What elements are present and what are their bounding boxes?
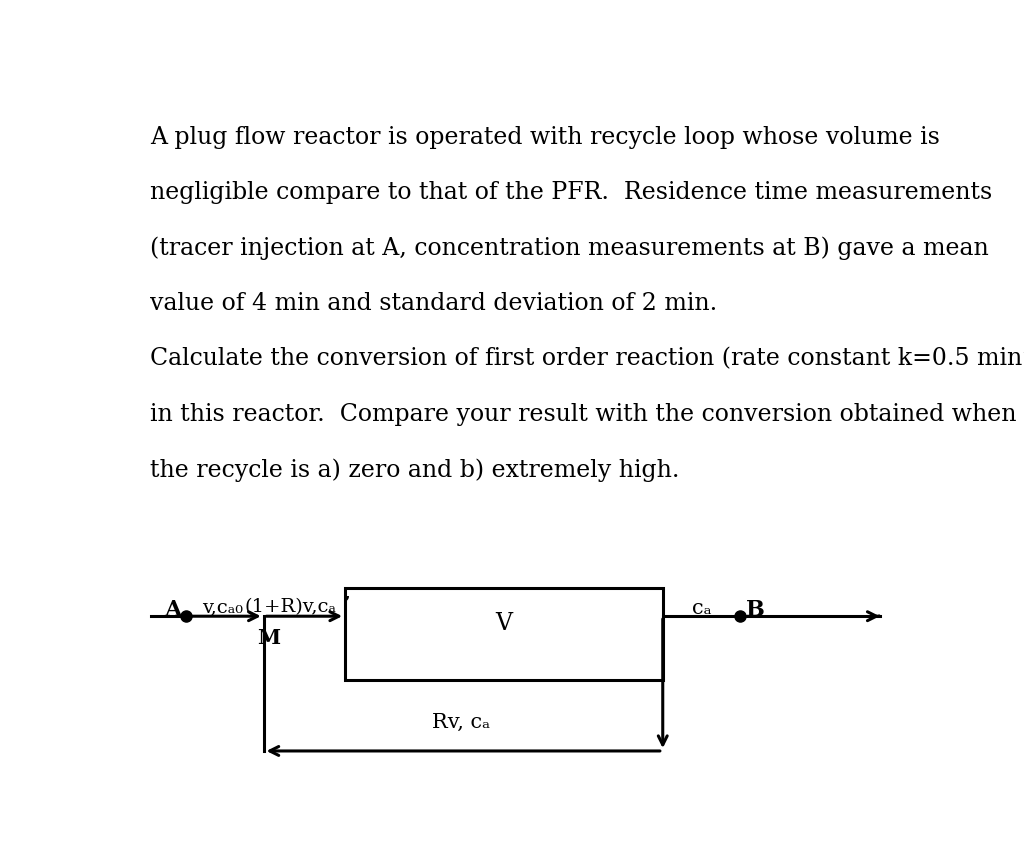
Text: cₐ: cₐ bbox=[691, 599, 712, 617]
Text: V: V bbox=[496, 612, 512, 635]
Text: (1+R)v,cₐ: (1+R)v,cₐ bbox=[245, 599, 337, 616]
Text: A: A bbox=[164, 599, 181, 621]
Text: value of 4 min and standard deviation of 2 min.: value of 4 min and standard deviation of… bbox=[150, 292, 717, 315]
Text: the recycle is a) zero and b) extremely high.: the recycle is a) zero and b) extremely … bbox=[150, 458, 679, 482]
Text: negligible compare to that of the PFR.  Residence time measurements: negligible compare to that of the PFR. R… bbox=[150, 181, 992, 204]
Text: Rv, cₐ: Rv, cₐ bbox=[432, 713, 490, 732]
Text: in this reactor.  Compare your result with the conversion obtained when: in this reactor. Compare your result wit… bbox=[150, 403, 1016, 426]
Bar bbox=[345, 588, 663, 681]
Text: v,cₐ₀: v,cₐ₀ bbox=[202, 599, 243, 616]
Text: Calculate the conversion of first order reaction (rate constant k=0.5 min⁻¹): Calculate the conversion of first order … bbox=[150, 347, 1024, 371]
Text: A plug flow reactor is operated with recycle loop whose volume is: A plug flow reactor is operated with rec… bbox=[150, 126, 940, 148]
Text: B: B bbox=[746, 599, 765, 621]
Text: (tracer injection at A, concentration measurements at B) gave a mean: (tracer injection at A, concentration me… bbox=[150, 237, 988, 260]
Text: M: M bbox=[257, 628, 281, 648]
Text: ’: ’ bbox=[343, 595, 350, 615]
